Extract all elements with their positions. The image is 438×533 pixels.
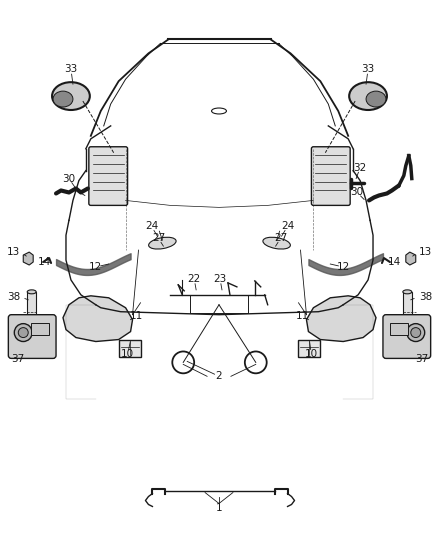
Ellipse shape [402, 290, 411, 294]
Text: 10: 10 [304, 350, 317, 359]
Text: 24: 24 [280, 221, 293, 231]
Ellipse shape [148, 237, 176, 249]
Text: 37: 37 [414, 354, 427, 365]
Ellipse shape [14, 324, 32, 342]
Text: 14: 14 [387, 257, 401, 267]
Ellipse shape [18, 328, 28, 337]
FancyBboxPatch shape [88, 147, 127, 205]
Bar [27, 292, 36, 318]
Text: 33: 33 [64, 64, 78, 74]
Text: 13: 13 [418, 247, 431, 257]
Bar [389, 322, 407, 335]
Bar [402, 292, 411, 318]
FancyBboxPatch shape [382, 314, 430, 358]
Text: 37: 37 [11, 354, 24, 365]
Text: 1: 1 [215, 504, 222, 513]
Text: 14: 14 [37, 257, 51, 267]
Polygon shape [405, 252, 415, 265]
Text: 11: 11 [295, 311, 308, 321]
Bar [118, 340, 140, 358]
Text: 24: 24 [145, 221, 158, 231]
Bar [31, 322, 49, 335]
Ellipse shape [52, 82, 90, 110]
FancyBboxPatch shape [311, 147, 350, 205]
Text: 33: 33 [360, 64, 374, 74]
Ellipse shape [27, 290, 36, 294]
Ellipse shape [410, 328, 420, 337]
Text: 12: 12 [89, 262, 102, 272]
Ellipse shape [406, 324, 424, 342]
Text: 32: 32 [353, 163, 366, 173]
Polygon shape [63, 296, 132, 342]
Text: 22: 22 [187, 274, 200, 284]
Ellipse shape [53, 91, 73, 107]
Ellipse shape [262, 237, 290, 249]
Text: 10: 10 [121, 350, 134, 359]
Polygon shape [306, 296, 375, 342]
Polygon shape [23, 252, 33, 265]
Text: 2: 2 [215, 372, 222, 381]
Text: 38: 38 [7, 292, 20, 302]
Ellipse shape [365, 91, 385, 107]
FancyBboxPatch shape [8, 314, 56, 358]
Text: 27: 27 [152, 233, 165, 243]
Text: 11: 11 [130, 311, 143, 321]
Text: 13: 13 [7, 247, 20, 257]
Text: 27: 27 [273, 233, 286, 243]
Text: 30: 30 [350, 188, 363, 197]
Bar [298, 340, 320, 358]
Text: 30: 30 [62, 174, 75, 183]
Text: 38: 38 [418, 292, 431, 302]
Text: 23: 23 [213, 274, 226, 284]
Ellipse shape [348, 82, 386, 110]
Text: 12: 12 [336, 262, 349, 272]
Bar [190, 295, 247, 313]
